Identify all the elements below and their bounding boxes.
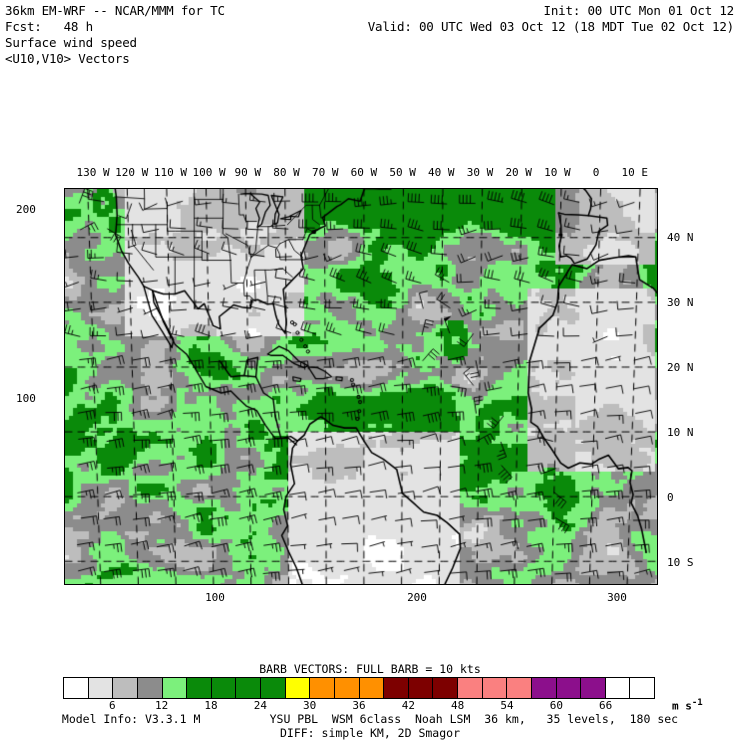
header-forecast-hour: Fcst: 48 h: [5, 19, 93, 34]
colorbar-cell[interactable]: [285, 678, 311, 698]
colorbar-cell[interactable]: [137, 678, 163, 698]
header-field-name: Surface wind speed: [5, 35, 137, 50]
colorbar-tick-label: 48: [451, 699, 465, 712]
grid-index-label-bottom: 300: [607, 591, 627, 604]
lon-tick-label: 10 W: [544, 166, 571, 179]
lon-tick-label: 60 W: [350, 166, 378, 179]
colorbar-cell[interactable]: [310, 678, 335, 698]
grid-index-label-bottom: 200: [407, 591, 427, 604]
colorbar-cell[interactable]: [236, 678, 261, 698]
header-model-title: 36km EM-WRF -- NCAR/MMM for TC: [5, 3, 225, 18]
colorbar-cell[interactable]: [507, 678, 532, 698]
colorbar[interactable]: [63, 677, 655, 699]
lon-tick-label: 90 W: [234, 166, 262, 179]
colorbar-cell[interactable]: [433, 678, 458, 698]
lon-tick-label: 20 W: [505, 166, 532, 179]
lon-tick-label: 130 W: [76, 166, 110, 179]
colorbar-tick-label: 36: [352, 699, 366, 712]
colorbar-cell[interactable]: [605, 678, 631, 698]
lon-tick-label: 40 W: [428, 166, 455, 179]
grid-index-label-bottom: 100: [205, 591, 225, 604]
colorbar-tick-label: 60: [549, 699, 563, 712]
lon-tick-label: 10 E: [621, 166, 649, 179]
colorbar-cell[interactable]: [384, 678, 409, 698]
colorbar-cell[interactable]: [211, 678, 237, 698]
lon-tick-label: 100 W: [192, 166, 226, 179]
lon-tick-label: 120 W: [115, 166, 149, 179]
grid-index-label-left: 200: [16, 203, 36, 216]
colorbar-cell[interactable]: [630, 678, 654, 698]
grid-index-label-left: 100: [16, 392, 36, 405]
colorbar-cell[interactable]: [482, 678, 508, 698]
colorbar-cell[interactable]: [64, 678, 89, 698]
colorbar-cell[interactable]: [162, 678, 188, 698]
colorbar-cell[interactable]: [334, 678, 360, 698]
colorbar-cell[interactable]: [261, 678, 286, 698]
units-exponent: -1: [691, 698, 703, 708]
colorbar-cell[interactable]: [187, 678, 212, 698]
colorbar-cell[interactable]: [88, 678, 114, 698]
header-init-time: Init: 00 UTC Mon 01 Oct 12: [543, 3, 735, 18]
colorbar-tick-label: 42: [401, 699, 415, 712]
lat-tick-label: 40 N: [667, 230, 694, 244]
colorbar-cell[interactable]: [531, 678, 557, 698]
lon-tick-label: 80 W: [273, 166, 300, 179]
colorbar-tick-label: 54: [500, 699, 514, 712]
colorbar-tick-label: 30: [303, 699, 317, 712]
lon-tick-label: 30 W: [466, 166, 494, 179]
header-vector-name: <U10,V10> Vectors: [5, 51, 130, 66]
colorbar-cell[interactable]: [408, 678, 434, 698]
colorbar-cell[interactable]: [556, 678, 582, 698]
lon-tick-label: 50 W: [389, 166, 416, 179]
colorbar-title: BARB VECTORS: FULL BARB = 10 kts: [259, 662, 481, 676]
lat-tick-label: 0: [667, 491, 674, 505]
map-plot-panel[interactable]: [64, 188, 658, 585]
header-valid-time: Valid: 00 UTC Wed 03 Oct 12 (18 MDT Tue …: [367, 19, 734, 34]
colorbar-tick-label: 18: [204, 699, 218, 712]
footer-diff-info: DIFF: simple KM, 2D Smagor: [279, 726, 460, 740]
lat-tick-label: 10 N: [667, 426, 694, 440]
footer-model-info: Model Info: V3.3.1 M YSU PBL WSM 6class …: [61, 712, 679, 726]
colorbar-cell[interactable]: [581, 678, 606, 698]
lon-tick-label: 110 W: [153, 166, 187, 179]
lat-tick-label: 20 N: [667, 360, 694, 374]
colorbar-tick-label: 66: [599, 699, 613, 712]
units-text: m s: [672, 699, 692, 713]
map-canvas: [65, 189, 657, 584]
colorbar-tick-label: 24: [253, 699, 267, 712]
colorbar-cell[interactable]: [359, 678, 385, 698]
colorbar-cell[interactable]: [458, 678, 483, 698]
colorbar-units-label: m s-1: [672, 698, 703, 713]
colorbar-tick-label: 6: [109, 699, 116, 712]
lat-tick-label: 30 N: [667, 295, 694, 309]
lat-tick-label: 10 S: [667, 556, 694, 570]
lon-tick-label: 0: [592, 166, 600, 179]
colorbar-tick-label: 12: [155, 699, 169, 712]
lon-tick-label: 70 W: [311, 166, 339, 179]
colorbar-cell[interactable]: [113, 678, 138, 698]
